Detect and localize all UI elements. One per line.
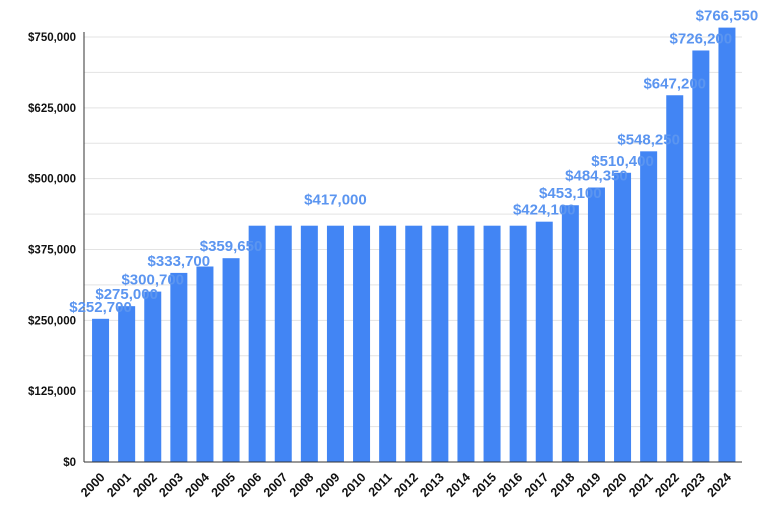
data-label: $275,000 (95, 286, 158, 303)
x-tick-label: 2009 (313, 470, 343, 500)
x-tick-label: 2015 (470, 470, 500, 500)
bar-2002 (144, 291, 162, 462)
data-label: $333,700 (148, 253, 211, 270)
bar-2001 (118, 306, 136, 462)
bar-2006 (248, 225, 266, 462)
data-label: $484,350 (565, 168, 628, 185)
bars (92, 27, 736, 463)
x-tick-label: 2001 (104, 470, 134, 500)
y-tick-label: $250,000 (28, 315, 76, 327)
bar-2011 (379, 225, 397, 462)
bar-2013 (431, 225, 449, 462)
x-tick-label: 2003 (156, 470, 186, 500)
x-tick-label: 2023 (678, 470, 708, 500)
bar-2012 (405, 225, 423, 462)
bar-2009 (326, 225, 344, 462)
x-tick-label: 2016 (496, 470, 526, 500)
data-label: $726,200 (670, 30, 733, 47)
x-tick-label: 2008 (287, 470, 317, 500)
x-tick-label: 2022 (652, 470, 682, 500)
bar-2016 (509, 225, 527, 462)
bar-2017 (535, 221, 553, 462)
y-tick-label: $125,000 (28, 386, 76, 398)
bar-2024 (718, 27, 736, 462)
x-tick-label: 2017 (522, 470, 552, 500)
data-label: $647,200 (643, 75, 706, 92)
x-tick-label: 2024 (705, 470, 735, 500)
x-tick-label: 2021 (626, 470, 656, 500)
bar-2021 (640, 151, 658, 462)
bar-2022 (666, 95, 684, 463)
bar-2014 (457, 225, 475, 462)
data-label: $453,100 (539, 185, 602, 202)
x-tick-label: 2013 (417, 470, 447, 500)
x-tick-label: 2020 (600, 470, 630, 500)
bar-2020 (614, 172, 632, 463)
bar-2019 (587, 187, 605, 462)
data-label: $424,100 (513, 202, 576, 219)
x-tick-label: 2011 (366, 470, 395, 499)
data-label: $300,700 (121, 272, 184, 289)
data-label: $252,700 (69, 299, 132, 316)
data-label: $510,400 (591, 153, 654, 170)
axes (83, 32, 742, 463)
bar-2003 (170, 272, 188, 462)
bar-2023 (692, 50, 710, 463)
x-tick-label: 2004 (183, 470, 213, 500)
data-label: $359,650 (200, 238, 263, 255)
x-tick-label: 2000 (78, 470, 108, 500)
data-labels: $252,700$275,000$300,700 $333,700$359,650… (69, 8, 758, 316)
x-tick-label: 2019 (574, 470, 604, 500)
bar-2000 (92, 318, 110, 462)
y-tick-label: $500,000 (28, 174, 76, 186)
bar-2005 (222, 258, 240, 462)
x-tick-label: 2006 (235, 470, 265, 500)
y-tick-label: $750,000 (28, 32, 76, 44)
bar-2004 (196, 266, 214, 462)
x-tick-label: 2014 (444, 470, 474, 500)
x-tick-label: 2007 (261, 470, 291, 500)
data-label: $548,250 (617, 131, 680, 148)
x-tick-label: 2010 (339, 470, 369, 500)
bar-2015 (483, 225, 501, 462)
bar-2007 (274, 225, 292, 462)
y-tick-label: $0 (63, 457, 76, 469)
data-label: $417,000 (304, 192, 367, 209)
bar-2018 (561, 205, 579, 462)
data-label: $766,550 (696, 8, 759, 25)
x-tick-label: 2002 (130, 470, 160, 500)
x-tick-label: 2005 (209, 470, 239, 500)
x-tick-label: 2012 (391, 470, 421, 500)
y-tick-labels: $0 $125,000 $250,000 $375,000 $500,000 $625,0… (28, 32, 76, 469)
x-tick-label: 2018 (548, 470, 578, 500)
y-tick-label: $625,000 (28, 103, 76, 115)
bar-2008 (300, 225, 318, 462)
x-tick-labels: 2000200120022003200420052006200720082009… (78, 470, 734, 500)
bar-2010 (353, 225, 371, 462)
y-tick-label: $375,000 (28, 245, 76, 257)
